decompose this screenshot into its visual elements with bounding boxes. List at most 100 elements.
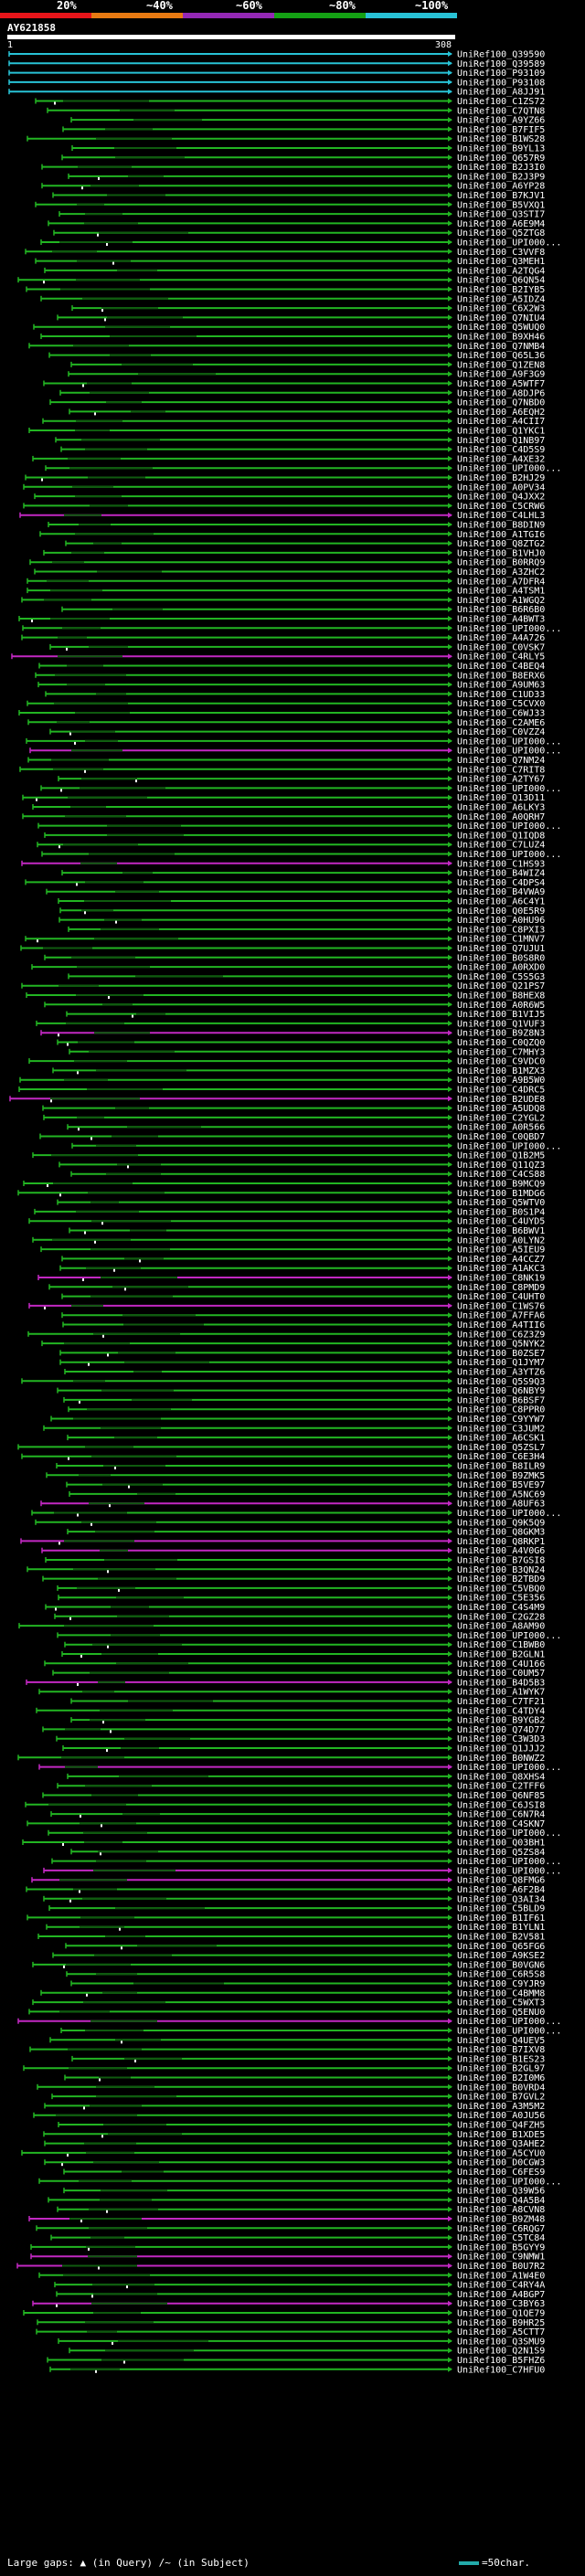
hit-row[interactable]: UniRef100_Q7NM24: [27, 756, 545, 766]
hit-row[interactable]: UniRef100_C6Z3Z9: [27, 1330, 545, 1340]
hit-row[interactable]: UniRef100_A7FFA6: [61, 1311, 545, 1321]
hit-label[interactable]: UniRef100_B2GL97: [457, 2064, 545, 2074]
hit-row[interactable]: UniRef100_Q1NB97: [55, 436, 545, 446]
hit-label[interactable]: UniRef100_Q13D11: [457, 793, 545, 803]
hit-row[interactable]: UniRef100_C4LHL3: [19, 511, 545, 521]
hit-row[interactable]: UniRef100_B8DIN9: [48, 521, 545, 531]
hit-label[interactable]: UniRef100_B7GSI8: [457, 1556, 545, 1566]
hit-label[interactable]: UniRef100_UPI000...: [457, 1141, 561, 1151]
hit-label[interactable]: UniRef100_A7DFR4: [457, 577, 545, 587]
hit-label[interactable]: UniRef100_A6EQH2: [457, 408, 545, 418]
hit-label[interactable]: UniRef100_B9MCQ9: [457, 1180, 545, 1190]
hit-label[interactable]: UniRef100_C4TDY4: [457, 1706, 545, 1716]
hit-row[interactable]: UniRef100_A4A726: [21, 633, 545, 643]
hit-row[interactable]: UniRef100_C0UM57: [52, 1669, 545, 1679]
hit-row[interactable]: UniRef100_C5BLD9: [48, 1904, 545, 1914]
hit-label[interactable]: UniRef100_B0S8R0: [457, 953, 545, 963]
hit-row[interactable]: UniRef100_Q8FMG6: [31, 1876, 545, 1886]
hit-row[interactable]: UniRef100_C1BWB0: [64, 1640, 545, 1650]
hit-row[interactable]: UniRef100_Q1JJJ2: [62, 1744, 545, 1754]
hit-label[interactable]: UniRef100_C6N7R4: [457, 1810, 545, 1820]
hit-row[interactable]: UniRef100_B2I0M6: [64, 2073, 545, 2083]
hit-label[interactable]: UniRef100_A4CII7: [457, 417, 545, 427]
hit-label[interactable]: UniRef100_C6R5S8: [457, 1970, 545, 1980]
hit-row[interactable]: UniRef100_Q7NIU4: [57, 313, 545, 323]
hit-row[interactable]: UniRef100_Q9K5Q9: [35, 1518, 545, 1528]
hit-row[interactable]: UniRef100_C3W3D3: [56, 1734, 545, 1744]
hit-row[interactable]: UniRef100_B5VXQ1: [35, 200, 545, 210]
hit-label[interactable]: UniRef100_B8ERX6: [457, 671, 545, 681]
hit-row[interactable]: UniRef100_UPI000...: [40, 784, 561, 794]
hit-row[interactable]: UniRef100_UPI000...: [43, 1866, 561, 1876]
hit-label[interactable]: UniRef100_B7GVL2: [457, 2093, 545, 2103]
hit-label[interactable]: UniRef100_C4UHT0: [457, 1292, 545, 1302]
hit-row[interactable]: UniRef100_A7DFR4: [27, 577, 545, 587]
hit-row[interactable]: UniRef100_Q11QZ3: [58, 1161, 545, 1171]
hit-row[interactable]: UniRef100_B2J3I0: [41, 163, 545, 173]
hit-label[interactable]: UniRef100_B0RRQ9: [457, 558, 545, 568]
hit-row[interactable]: UniRef100_UPI000...: [71, 1141, 561, 1151]
hit-label[interactable]: UniRef100_B5GYY9: [457, 2242, 545, 2253]
hit-label[interactable]: UniRef100_Q3STI7: [457, 210, 545, 220]
hit-label[interactable]: UniRef100_Q65FG6: [457, 1942, 545, 1952]
hit-row[interactable]: UniRef100_C4RLY5: [11, 652, 545, 663]
hit-label[interactable]: UniRef100_A6CSK1: [457, 1434, 545, 1444]
hit-row[interactable]: UniRef100_B5GYY9: [30, 2242, 545, 2253]
hit-label[interactable]: UniRef100_C4BEQ4: [457, 662, 545, 672]
hit-label[interactable]: UniRef100_Q1QE79: [457, 2309, 545, 2319]
hit-label[interactable]: UniRef100_C6X2W3: [457, 304, 545, 314]
hit-row[interactable]: UniRef100_C6JSI8: [25, 1800, 545, 1810]
hit-row[interactable]: UniRef100_Q5S9Q3: [21, 1377, 545, 1387]
hit-row[interactable]: UniRef100_A4TII6: [62, 1320, 545, 1330]
hit-label[interactable]: UniRef100_C4RY4A: [457, 2281, 545, 2291]
hit-label[interactable]: UniRef100_Q3SMU9: [457, 2337, 545, 2347]
hit-label[interactable]: UniRef100_C4BMM8: [457, 1988, 545, 1998]
hit-row[interactable]: UniRef100_B2J3P9: [68, 172, 545, 182]
hit-row[interactable]: UniRef100_B1WS28: [27, 134, 545, 144]
hit-label[interactable]: UniRef100_C1HS93: [457, 859, 545, 869]
hit-label[interactable]: UniRef100_UPI000...: [457, 737, 561, 747]
hit-label[interactable]: UniRef100_C0QBD7: [457, 1132, 545, 1142]
hit-label[interactable]: UniRef100_A9B5W0: [457, 1076, 545, 1086]
hit-label[interactable]: UniRef100_A4BGP7: [457, 2290, 545, 2300]
hit-label[interactable]: UniRef100_C0VSK7: [457, 642, 545, 652]
hit-row[interactable]: UniRef100_C4BEQ4: [38, 662, 545, 672]
hit-row[interactable]: UniRef100_B2TBD9: [42, 1574, 545, 1585]
hit-row[interactable]: UniRef100_C0VSK7: [49, 642, 545, 652]
hit-row[interactable]: UniRef100_Q6NBY9: [57, 1386, 545, 1396]
hit-row[interactable]: UniRef100_A3M5M2: [44, 2102, 545, 2112]
hit-row[interactable]: UniRef100_UPI000...: [31, 1509, 561, 1519]
hit-row[interactable]: UniRef100_A0R6W5: [44, 1001, 545, 1011]
hit-row[interactable]: UniRef100_A1WGQ2: [21, 596, 545, 606]
hit-row[interactable]: UniRef100_B9MCQ9: [23, 1180, 545, 1190]
hit-row[interactable]: UniRef100_Q1VUF3: [36, 1019, 545, 1029]
hit-row[interactable]: UniRef100_C3JUM2: [43, 1424, 545, 1434]
hit-row[interactable]: UniRef100_A6EQH2: [69, 408, 545, 418]
hit-label[interactable]: UniRef100_A2TY67: [457, 775, 545, 785]
hit-row[interactable]: UniRef100_A5WTF7: [43, 379, 545, 389]
hit-row[interactable]: UniRef100_A0QRH7: [22, 812, 545, 822]
hit-row[interactable]: UniRef100_B0RRQ9: [29, 558, 545, 568]
hit-label[interactable]: UniRef100_C9VDC0: [457, 1057, 545, 1067]
hit-label[interactable]: UniRef100_B5VE97: [457, 1480, 545, 1490]
hit-label[interactable]: UniRef100_C8PMD9: [457, 1283, 545, 1293]
hit-row[interactable]: UniRef100_C6FES9: [63, 2168, 545, 2178]
hit-label[interactable]: UniRef100_Q5NYK2: [457, 1340, 545, 1350]
hit-row[interactable]: UniRef100_B1MZX3: [52, 1066, 545, 1076]
hit-row[interactable]: UniRef100_C9VDC0: [28, 1057, 545, 1067]
hit-label[interactable]: UniRef100_Q8ZTG2: [457, 539, 545, 549]
hit-label[interactable]: UniRef100_UPI000...: [457, 2017, 561, 2027]
hit-row[interactable]: UniRef100_A8UF63: [40, 1500, 545, 1510]
hit-row[interactable]: UniRef100_C5S5G3: [68, 972, 545, 982]
hit-label[interactable]: UniRef100_B3QN24: [457, 1565, 545, 1575]
hit-row[interactable]: UniRef100_Q5ZTG8: [53, 228, 545, 239]
hit-row[interactable]: UniRef100_A8DJP6: [59, 388, 545, 398]
hit-row[interactable]: UniRef100_B0VGN6: [32, 1960, 545, 1970]
hit-label[interactable]: UniRef100_B1YLN1: [457, 1923, 545, 1933]
hit-row[interactable]: UniRef100_Q8XHS4: [67, 1772, 545, 1782]
hit-row[interactable]: UniRef100_C4RY4A: [54, 2281, 545, 2291]
hit-label[interactable]: UniRef100_C3JUM2: [457, 1424, 545, 1434]
hit-row[interactable]: UniRef100_C1WS76: [28, 1301, 545, 1311]
hit-row[interactable]: UniRef100_UPI000...: [45, 464, 561, 474]
hit-row[interactable]: UniRef100_Q39589: [8, 59, 545, 69]
